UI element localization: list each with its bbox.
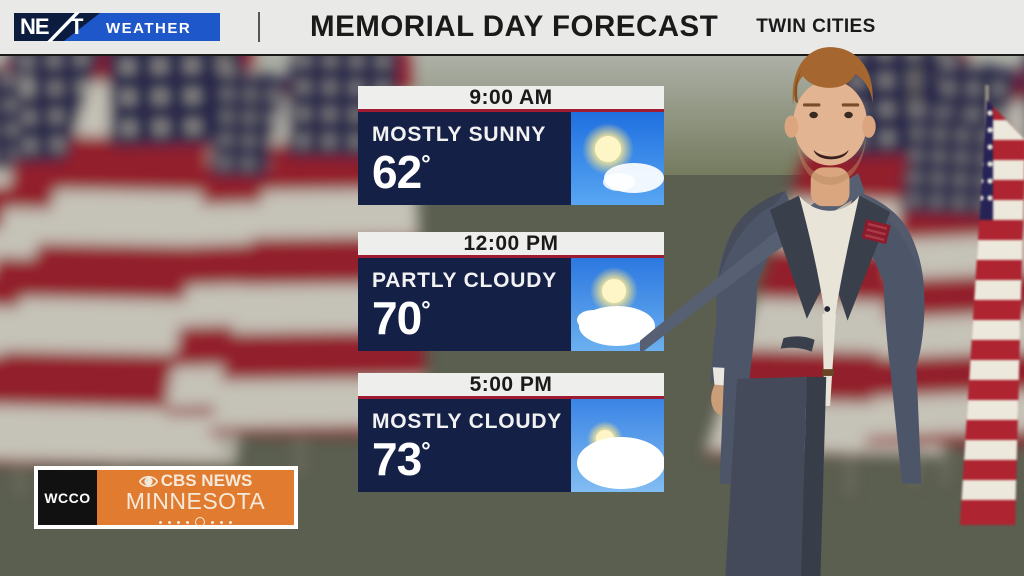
svg-text:WEATHER: WEATHER: [106, 20, 191, 37]
svg-text:NE: NE: [20, 14, 49, 39]
